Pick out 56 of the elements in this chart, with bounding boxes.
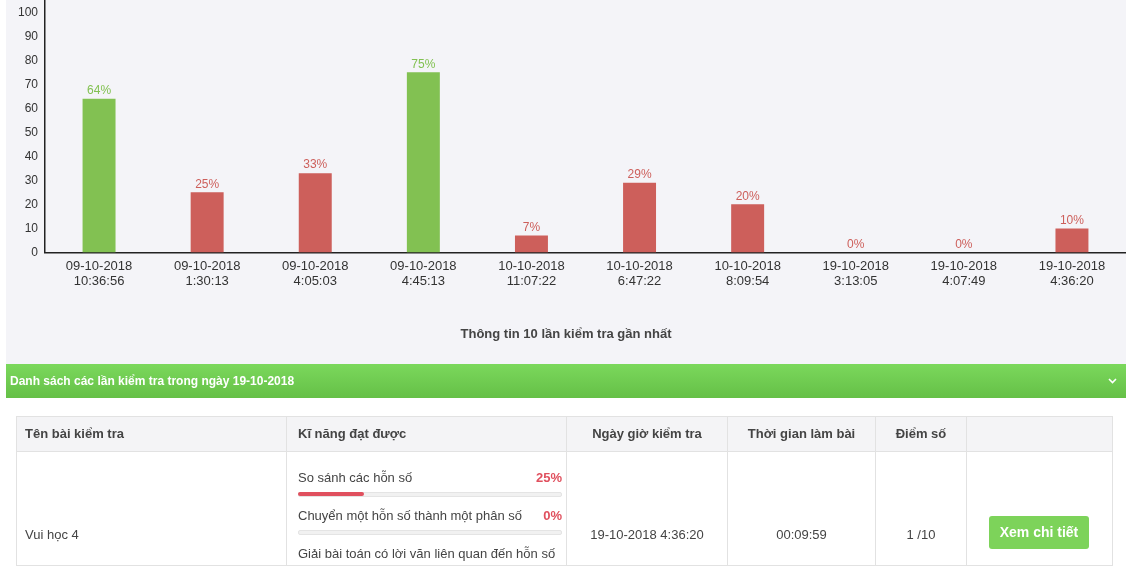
bar [82,98,116,253]
y-tick-label: 90 [24,28,39,43]
data-label: 10% [1059,212,1085,227]
data-label: 29% [627,167,652,182]
text: Ngày giờ kiểm tra [591,425,703,443]
x-tick-label: 10-10-2018 8:09:54 [714,257,781,289]
bar [514,235,548,253]
bar [190,192,224,253]
category-label: Giải bài toán có lời văn liên quan đến hỗn số [298,546,556,562]
bar [406,72,440,253]
y-tick-label: 70 [24,76,39,91]
data-label: 20% [735,188,760,203]
text: 1 /10 [905,526,937,544]
bar [731,204,765,253]
y-tick-label: 100 [17,4,39,19]
x-tick-label: 09-10-2018 1:30:13 [173,257,241,289]
category-label: So sánh các hỗn số [298,470,413,486]
text: Thông tin 10 lần kiểm tra gần nhất [460,325,673,341]
x-tick-label: 10-10-2018 6:47:22 [606,257,673,289]
y-tick-label: 60 [24,100,39,115]
y-tick-label: 80 [24,52,39,67]
text: 00:09:59 [775,526,828,544]
y-tick-label: 20 [24,196,39,211]
x-tick-label: 19-10-2018 4:36:20 [1038,257,1106,289]
data-label: 64% [87,82,112,97]
bar [1055,228,1089,253]
data-label: 33% [303,157,328,172]
text: Tên bài kiểm tra [24,425,125,443]
x-tick-label: 19-10-2018 3:13:05 [822,257,889,289]
y-tick-label: 0 [31,244,39,259]
data-label: 7% [522,219,541,234]
text: Điểm số [894,425,948,443]
category-label: Chuyển một hỗn số thành một phân số [298,508,523,524]
y-tick-label: 50 [24,124,39,139]
text: 19-10-2018 4:36:20 [589,526,705,544]
text: Thời gian làm bài [746,425,857,443]
text: Vui học 4 [24,526,80,544]
bar [298,173,332,253]
y-tick-label: 30 [24,172,39,187]
data-label: 25% [535,470,562,486]
text: Kĩ năng đạt được [297,425,408,443]
y-tick-label: 10 [24,220,39,235]
data-label: 0% [543,508,562,524]
data-label: 75% [411,56,436,71]
data-label: 0% [955,236,973,251]
data-label: 0% [847,236,865,251]
text: Danh sách các lần kiểm tra trong ngày 19-10-2018 [10,373,295,389]
view-details-button: Xem chi tiết [989,516,1089,549]
bar [623,182,657,253]
x-tick-label: 09-10-2018 10:36:56 [65,257,133,289]
data-label: 25% [195,176,220,191]
x-tick-label: 19-10-2018 4:07:49 [930,257,998,289]
x-tick-label: 09-10-2018 4:45:13 [390,257,457,289]
x-tick-label: 09-10-2018 4:05:03 [282,257,349,289]
x-tick-label: 10-10-2018 11:07:22 [498,257,565,289]
y-tick-label: 40 [24,148,39,163]
